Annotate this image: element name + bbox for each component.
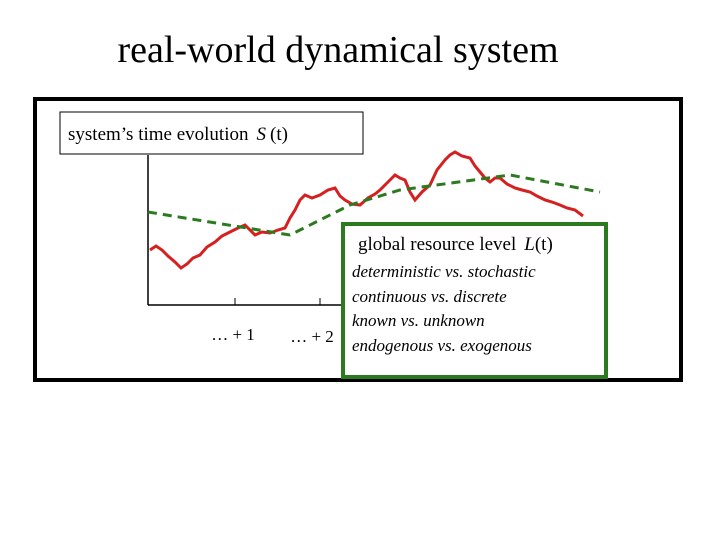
evolution-curve (149, 150, 584, 270)
label-text: system’s time evolution (68, 124, 249, 145)
slide-title: real-world dynamical system (117, 29, 558, 71)
resource-box (341, 222, 608, 379)
label-arg: (t) (270, 124, 288, 145)
evolution-label-box (59, 111, 364, 155)
tick-label: … + 1 (211, 325, 255, 344)
resource-item: deterministic vs. stochastic (352, 262, 536, 281)
resource-item: continuous vs. discrete (352, 287, 507, 306)
tick-label: … + 2 (290, 327, 334, 346)
label-symbol: L (523, 234, 535, 255)
resource-label: global resource level L(t) (358, 234, 553, 255)
resource-item: endogenous vs. exogenous (352, 336, 532, 355)
evolution-label: system’s time evolution S (t) (68, 124, 288, 145)
label-text: global resource level (358, 234, 516, 255)
label-symbol: S (257, 124, 267, 145)
label-arg: (t) (535, 234, 553, 255)
resource-item: known vs. unknown (352, 311, 485, 330)
